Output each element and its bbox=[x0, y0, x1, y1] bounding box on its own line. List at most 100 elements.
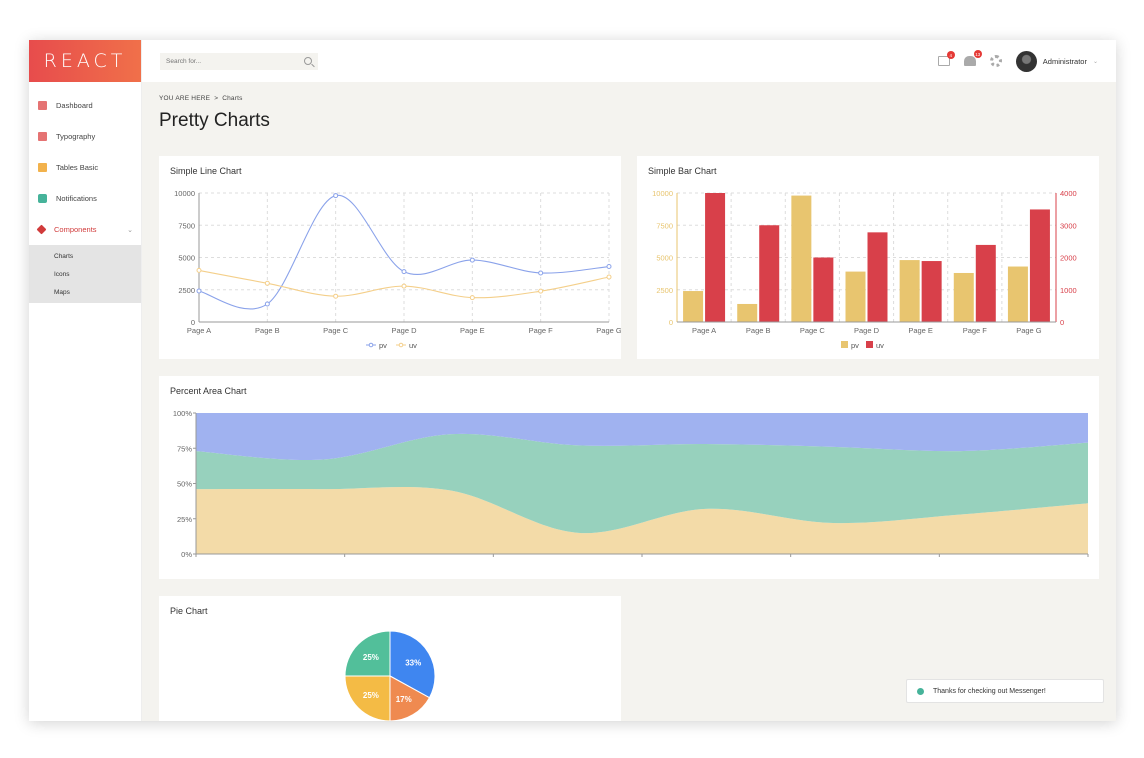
status-dot bbox=[917, 687, 924, 695]
data-point-pv bbox=[401, 269, 407, 275]
data-point-uv bbox=[469, 295, 475, 301]
y-tick-label: 2500 bbox=[178, 286, 195, 295]
bar-uv bbox=[705, 193, 726, 322]
pie-slice-label: 25% bbox=[363, 691, 379, 700]
username: Administrator bbox=[1042, 56, 1087, 66]
bar-pv bbox=[683, 291, 704, 322]
y-tick-label: 7500 bbox=[178, 221, 195, 230]
gear-icon[interactable] bbox=[989, 55, 1002, 67]
bar-pv bbox=[953, 272, 974, 322]
pie-slice bbox=[389, 675, 431, 721]
card-title: Pie Chart bbox=[170, 606, 208, 616]
data-point-uv bbox=[606, 274, 612, 280]
bar-uv bbox=[813, 257, 834, 322]
edit-icon bbox=[38, 132, 47, 141]
pie-slice-label: 25% bbox=[363, 653, 379, 662]
chevron-down-icon: ⌄ bbox=[1092, 58, 1098, 65]
x-tick-label: Page A bbox=[692, 326, 716, 335]
search-icon[interactable] bbox=[304, 57, 312, 65]
breadcrumb: YOU ARE HERE > Charts bbox=[159, 95, 1099, 102]
bar-uv bbox=[921, 261, 942, 322]
top-bar: 4 13 Administrator ⌄ bbox=[142, 40, 1116, 82]
sidebar-item-notifications[interactable]: Notifications bbox=[29, 183, 141, 214]
logo-text: REACT bbox=[43, 50, 127, 72]
breadcrumb-prefix: YOU ARE HERE bbox=[159, 95, 211, 102]
avatar bbox=[1015, 50, 1037, 72]
data-point-pv bbox=[538, 270, 544, 276]
y-right-tick-label: 3000 bbox=[1060, 221, 1077, 230]
bar-chart: 0 2500 5000 7500 10000 0 1000 2000 3000 4000 Page … bbox=[652, 189, 1077, 350]
bar-chart-card: Simple Bar Chart 0 2500 5000 7500 10000 0 1000… bbox=[637, 156, 1099, 359]
area-chart-card: Percent Area Chart 0% 25% 50% 75% 100% bbox=[159, 376, 1099, 579]
bar-pv bbox=[845, 271, 866, 322]
bar-uv bbox=[867, 232, 888, 322]
search-input[interactable] bbox=[166, 57, 304, 65]
pie-slice-label: 33% bbox=[405, 658, 421, 667]
bar-pv bbox=[791, 195, 812, 322]
sidebar-item-tables[interactable]: Tables Basic bbox=[29, 152, 141, 183]
area-band-top bbox=[196, 413, 1088, 461]
bar-pv bbox=[737, 303, 758, 322]
x-tick-label: Page B bbox=[746, 326, 771, 335]
y-right-tick-label: 2000 bbox=[1060, 254, 1077, 263]
pie-slice bbox=[344, 675, 391, 721]
data-point-uv bbox=[264, 280, 270, 286]
sidebar-item-components[interactable]: Components ⌄ bbox=[29, 214, 141, 245]
y-right-tick-label: 0 bbox=[1060, 318, 1064, 327]
legend-label: uv bbox=[876, 341, 884, 350]
area-chart: 0% 25% 50% 75% 100% bbox=[173, 409, 1089, 559]
x-tick-label: Page A bbox=[187, 326, 211, 335]
y-tick-label: 50% bbox=[177, 480, 192, 489]
sidebar-item-typography[interactable]: Typography bbox=[29, 121, 141, 152]
chat-icon bbox=[38, 194, 47, 203]
x-tick-label: Page D bbox=[854, 326, 880, 335]
bar-pv bbox=[1007, 266, 1028, 322]
bar-uv bbox=[975, 244, 996, 322]
area-band-middle bbox=[196, 433, 1088, 534]
y-tick-label: 0 bbox=[191, 318, 195, 327]
mail-icon[interactable]: 4 bbox=[937, 51, 955, 66]
data-point-uv bbox=[538, 288, 544, 294]
components-submenu: Charts Icons Maps bbox=[29, 245, 141, 303]
sidebar-nav: Dashboard Typography Tables Basic Notifi… bbox=[29, 82, 141, 245]
area-band-bottom bbox=[196, 486, 1088, 554]
y-left-tick-label: 0 bbox=[669, 318, 673, 327]
y-tick-label: 25% bbox=[177, 515, 192, 524]
chevron-down-icon: ⌄ bbox=[127, 226, 133, 234]
card-title: Simple Bar Chart bbox=[648, 166, 717, 176]
toast-text: Thanks for checking out Messenger! bbox=[933, 687, 1046, 695]
subitem-maps[interactable]: Maps bbox=[54, 288, 70, 296]
breadcrumb-separator: > bbox=[214, 95, 219, 102]
data-point-uv bbox=[333, 293, 339, 299]
table-icon bbox=[38, 163, 47, 172]
data-point-uv bbox=[196, 267, 202, 273]
y-left-tick-label: 5000 bbox=[656, 254, 673, 263]
subitem-icons[interactable]: Icons bbox=[54, 270, 70, 278]
breadcrumb-current[interactable]: Charts bbox=[222, 95, 243, 102]
sidebar-item-label: Tables Basic bbox=[56, 163, 99, 172]
user-menu[interactable]: Administrator ⌄ bbox=[1015, 50, 1098, 72]
y-right-tick-label: 1000 bbox=[1060, 286, 1077, 295]
notification-badge: 13 bbox=[973, 50, 982, 58]
data-point-pv bbox=[196, 288, 202, 294]
sidebar: REACT Dashboard Typography Tables Basic … bbox=[29, 40, 142, 721]
x-tick-label: Page F bbox=[963, 326, 988, 335]
brand-logo[interactable]: REACT bbox=[29, 40, 141, 82]
data-point-uv bbox=[401, 283, 407, 289]
bar-pv bbox=[899, 260, 920, 322]
top-right-actions: 4 13 Administrator ⌄ bbox=[937, 50, 1098, 72]
x-tick-label: Page C bbox=[800, 326, 826, 335]
messenger-toast[interactable]: Thanks for checking out Messenger! bbox=[906, 679, 1104, 703]
bell-icon[interactable]: 13 bbox=[963, 50, 982, 66]
sidebar-item-dashboard[interactable]: Dashboard bbox=[29, 90, 141, 121]
sidebar-item-label: Components bbox=[54, 225, 97, 234]
subitem-charts[interactable]: Charts bbox=[54, 252, 74, 260]
x-tick-label: Page E bbox=[908, 326, 933, 335]
pie-chart-card: Pie Chart 33% 17% 25% 25% bbox=[159, 596, 621, 721]
y-tick-label: 5000 bbox=[178, 254, 195, 263]
x-tick-label: Page B bbox=[255, 326, 280, 335]
pie-slice-label: 17% bbox=[396, 695, 412, 704]
y-tick-label: 75% bbox=[177, 444, 192, 453]
page-title: Pretty Charts bbox=[159, 110, 270, 131]
data-point-pv bbox=[333, 193, 339, 199]
